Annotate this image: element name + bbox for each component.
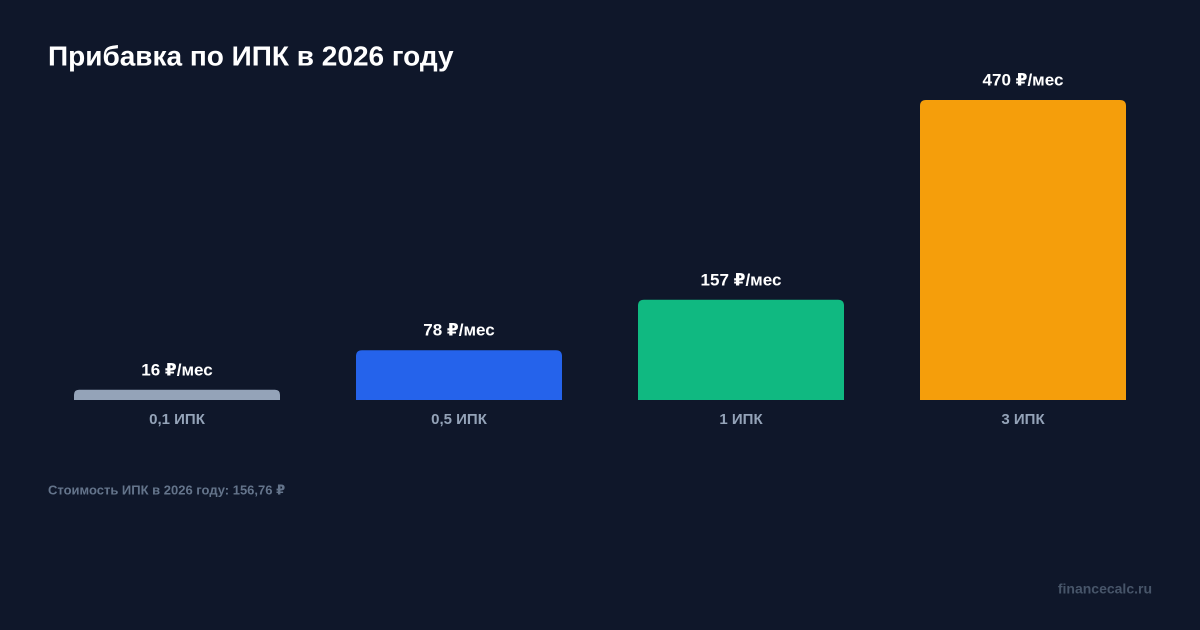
- bar: [356, 350, 562, 400]
- x-tick-label: 0,5 ИПК: [431, 411, 488, 428]
- value-label: 470 ₽/мес: [983, 70, 1064, 89]
- bar: [920, 100, 1126, 400]
- value-label: 157 ₽/мес: [701, 270, 782, 289]
- x-tick-label: 3 ИПК: [1001, 411, 1045, 428]
- x-tick-label: 0,1 ИПК: [149, 411, 206, 428]
- x-tick-label: 1 ИПК: [719, 411, 763, 428]
- bar: [74, 389, 280, 400]
- chart-title: Прибавка по ИПК в 2026 году: [48, 40, 454, 71]
- bar: [638, 299, 844, 400]
- value-label: 78 ₽/мес: [423, 321, 494, 340]
- note: Стоимость ИПК в 2026 году: 156,76 ₽: [48, 482, 285, 497]
- value-label: 16 ₽/мес: [141, 360, 212, 379]
- watermark: financecalc.ru: [1058, 581, 1152, 597]
